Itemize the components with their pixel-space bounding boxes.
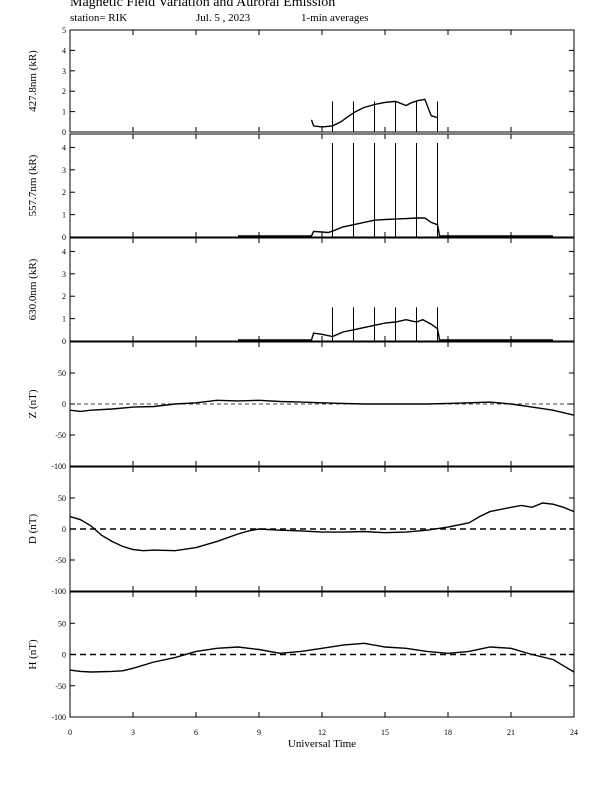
y-tick-label: -50: [55, 431, 66, 440]
x-tick-label: 12: [318, 728, 326, 737]
x-tick-label: 24: [570, 728, 578, 737]
panel-frame: [69, 133, 575, 238]
x-tick-label: 9: [257, 728, 261, 737]
y-tick-label: 2: [62, 292, 66, 301]
y-tick-label: 3: [62, 67, 66, 76]
x-axis-label: Universal Time: [288, 738, 356, 750]
y-tick-label: 3: [62, 166, 66, 175]
date-label: Jul. 5 , 2023: [196, 12, 251, 24]
y-tick-label: 0: [62, 651, 66, 660]
x-tick-label: 15: [381, 728, 389, 737]
averaging-label: 1-min averages: [301, 12, 369, 24]
y-axis-label: H (nT): [27, 639, 39, 670]
y-tick-label: 0: [62, 233, 66, 242]
y-tick-label: 50: [58, 369, 66, 378]
x-tick-label: 6: [194, 728, 198, 737]
y-tick-label: -100: [51, 587, 66, 596]
y-tick-label: 1: [62, 211, 66, 220]
y-tick-label: 4: [62, 46, 66, 55]
y-tick-label: -50: [55, 556, 66, 565]
series-line: [238, 217, 553, 237]
chart-title: Magnetic Field Variation and Auroral Emi…: [70, 0, 336, 10]
y-tick-label: 0: [62, 337, 66, 346]
series-line: [69, 399, 575, 416]
y-tick-label: 1: [62, 108, 66, 117]
series-line: [69, 502, 575, 552]
y-tick-label: 50: [58, 494, 66, 503]
series-line: [238, 318, 553, 341]
y-axis-label: 557.7nm (kR): [27, 154, 39, 216]
y-axis-label: Z (nT): [27, 389, 39, 418]
y-axis-label: 630.0nm (kR): [27, 258, 39, 320]
y-tick-label: -100: [51, 462, 66, 471]
y-tick-label: 4: [62, 247, 66, 256]
x-tick-label: 3: [131, 728, 135, 737]
series-line: [310, 98, 438, 128]
y-tick-label: 50: [58, 619, 66, 628]
y-tick-label: 1: [62, 315, 66, 324]
panel-frame: [69, 29, 575, 133]
y-tick-label: 3: [62, 270, 66, 279]
y-tick-label: -50: [55, 682, 66, 691]
y-tick-label: 0: [62, 525, 66, 534]
y-tick-label: 5: [62, 26, 66, 35]
panel-frame: [69, 237, 575, 342]
y-tick-label: 0: [62, 128, 66, 137]
y-axis-label: D (nT): [27, 514, 39, 545]
y-tick-label: 4: [62, 143, 66, 152]
station-label: station= RIK: [70, 12, 128, 24]
y-tick-label: -100: [51, 713, 66, 722]
y-tick-label: 2: [62, 87, 66, 96]
y-tick-label: 0: [62, 400, 66, 409]
series-line: [69, 642, 575, 673]
y-axis-label: 427.8nm (kR): [27, 50, 39, 112]
y-tick-label: 2: [62, 188, 66, 197]
x-tick-label: 21: [507, 728, 515, 737]
x-tick-label: 0: [68, 728, 72, 737]
x-tick-label: 18: [444, 728, 452, 737]
